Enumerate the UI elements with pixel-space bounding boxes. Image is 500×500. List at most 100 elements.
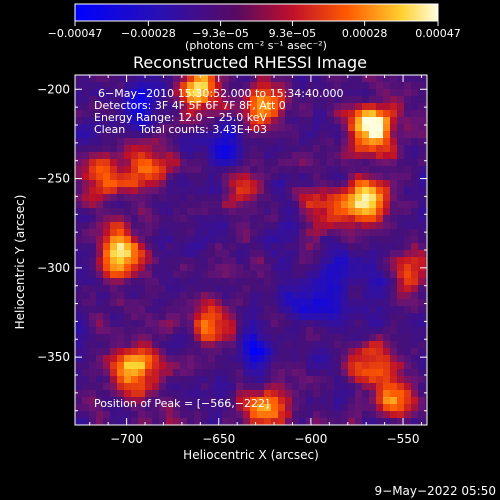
heatmap-cell [271, 334, 279, 342]
heatmap-cell [173, 292, 181, 300]
heatmap-cell [124, 75, 132, 83]
heatmap-cell [306, 124, 314, 132]
heatmap-cell [383, 411, 391, 419]
heatmap-cell [257, 397, 265, 405]
heatmap-cell [292, 411, 300, 419]
heatmap-cell [187, 299, 195, 307]
heatmap-cell [264, 299, 272, 307]
heatmap-cell [208, 145, 216, 153]
heatmap-cell [327, 383, 335, 391]
heatmap-cell [306, 229, 314, 237]
heatmap-cell [75, 131, 83, 139]
heatmap-cell [187, 159, 195, 167]
heatmap-cell [124, 257, 132, 265]
heatmap-cell [173, 411, 181, 419]
heatmap-cell [425, 124, 427, 132]
heatmap-cell [236, 257, 244, 265]
heatmap-cell [355, 334, 363, 342]
heatmap-cell [271, 152, 279, 160]
heatmap-cell [320, 376, 328, 384]
heatmap-cell [425, 306, 427, 314]
heatmap-cell [369, 208, 377, 216]
heatmap-cell [362, 341, 370, 349]
heatmap-cell [390, 390, 398, 398]
heatmap-cell [341, 369, 349, 377]
heatmap-cell [138, 124, 146, 132]
heatmap-cell [404, 180, 412, 188]
heatmap-cell [201, 187, 209, 195]
heatmap-cell [180, 334, 188, 342]
heatmap-cell [89, 180, 97, 188]
heatmap-cell [159, 313, 167, 321]
heatmap-cell [341, 257, 349, 265]
heatmap-cell [299, 236, 307, 244]
heatmap-cell [369, 82, 377, 90]
heatmap-cell [348, 250, 356, 258]
heatmap-cell [201, 411, 209, 419]
heatmap-cell [327, 271, 335, 279]
heatmap-cell [117, 138, 125, 146]
heatmap-cell [334, 299, 342, 307]
heatmap-cell [348, 369, 356, 377]
heatmap-cell [418, 159, 426, 167]
heatmap-cell [418, 243, 426, 251]
heatmap-cell [383, 75, 391, 83]
heatmap-cell [306, 159, 314, 167]
heatmap-cell [145, 285, 153, 293]
heatmap-cell [131, 222, 139, 230]
heatmap-cell [271, 75, 279, 83]
heatmap-cell [152, 369, 160, 377]
heatmap-cell [243, 152, 251, 160]
heatmap-cell [411, 194, 419, 202]
heatmap-cell [369, 327, 377, 335]
heatmap-cell [138, 390, 146, 398]
heatmap-cell [355, 292, 363, 300]
heatmap-cell [173, 110, 181, 118]
heatmap-cell [376, 215, 384, 223]
heatmap-cell [278, 348, 286, 356]
heatmap-cell [187, 362, 195, 370]
heatmap-cell [215, 243, 223, 251]
heatmap-cell [103, 271, 111, 279]
heatmap-cell [369, 187, 377, 195]
heatmap-cell [180, 194, 188, 202]
heatmap-cell [278, 383, 286, 391]
heatmap-cell [117, 229, 125, 237]
heatmap-cell [369, 222, 377, 230]
heatmap-cell [390, 285, 398, 293]
heatmap-cell [187, 348, 195, 356]
heatmap-cell [334, 152, 342, 160]
heatmap-cell [313, 264, 321, 272]
heatmap-cell [425, 404, 427, 412]
heatmap-cell [334, 82, 342, 90]
heatmap-cell [320, 159, 328, 167]
heatmap-cell [264, 334, 272, 342]
heatmap-cell [250, 215, 258, 223]
heatmap-cell [292, 285, 300, 293]
heatmap-cell [292, 320, 300, 328]
heatmap-cell [124, 327, 132, 335]
heatmap-cell [418, 418, 426, 425]
heatmap-cell [96, 159, 104, 167]
heatmap-cell [390, 362, 398, 370]
heatmap-cell [341, 110, 349, 118]
heatmap-cell [250, 355, 258, 363]
heatmap-cell [229, 75, 237, 83]
heatmap-cell [180, 110, 188, 118]
heatmap-cell [404, 376, 412, 384]
heatmap-cell [222, 159, 230, 167]
heatmap-cell [194, 117, 202, 125]
heatmap-cell [243, 369, 251, 377]
heatmap-cell [208, 383, 216, 391]
heatmap-cell [166, 264, 174, 272]
heatmap-cell [138, 320, 146, 328]
heatmap-cell [292, 383, 300, 391]
heatmap-cell [397, 173, 405, 181]
heatmap-cell [250, 271, 258, 279]
heatmap-cell [271, 103, 279, 111]
heatmap-cell [243, 145, 251, 153]
heatmap-cell [320, 145, 328, 153]
heatmap-cell [138, 299, 146, 307]
heatmap-cell [397, 250, 405, 258]
heatmap-cell [334, 180, 342, 188]
